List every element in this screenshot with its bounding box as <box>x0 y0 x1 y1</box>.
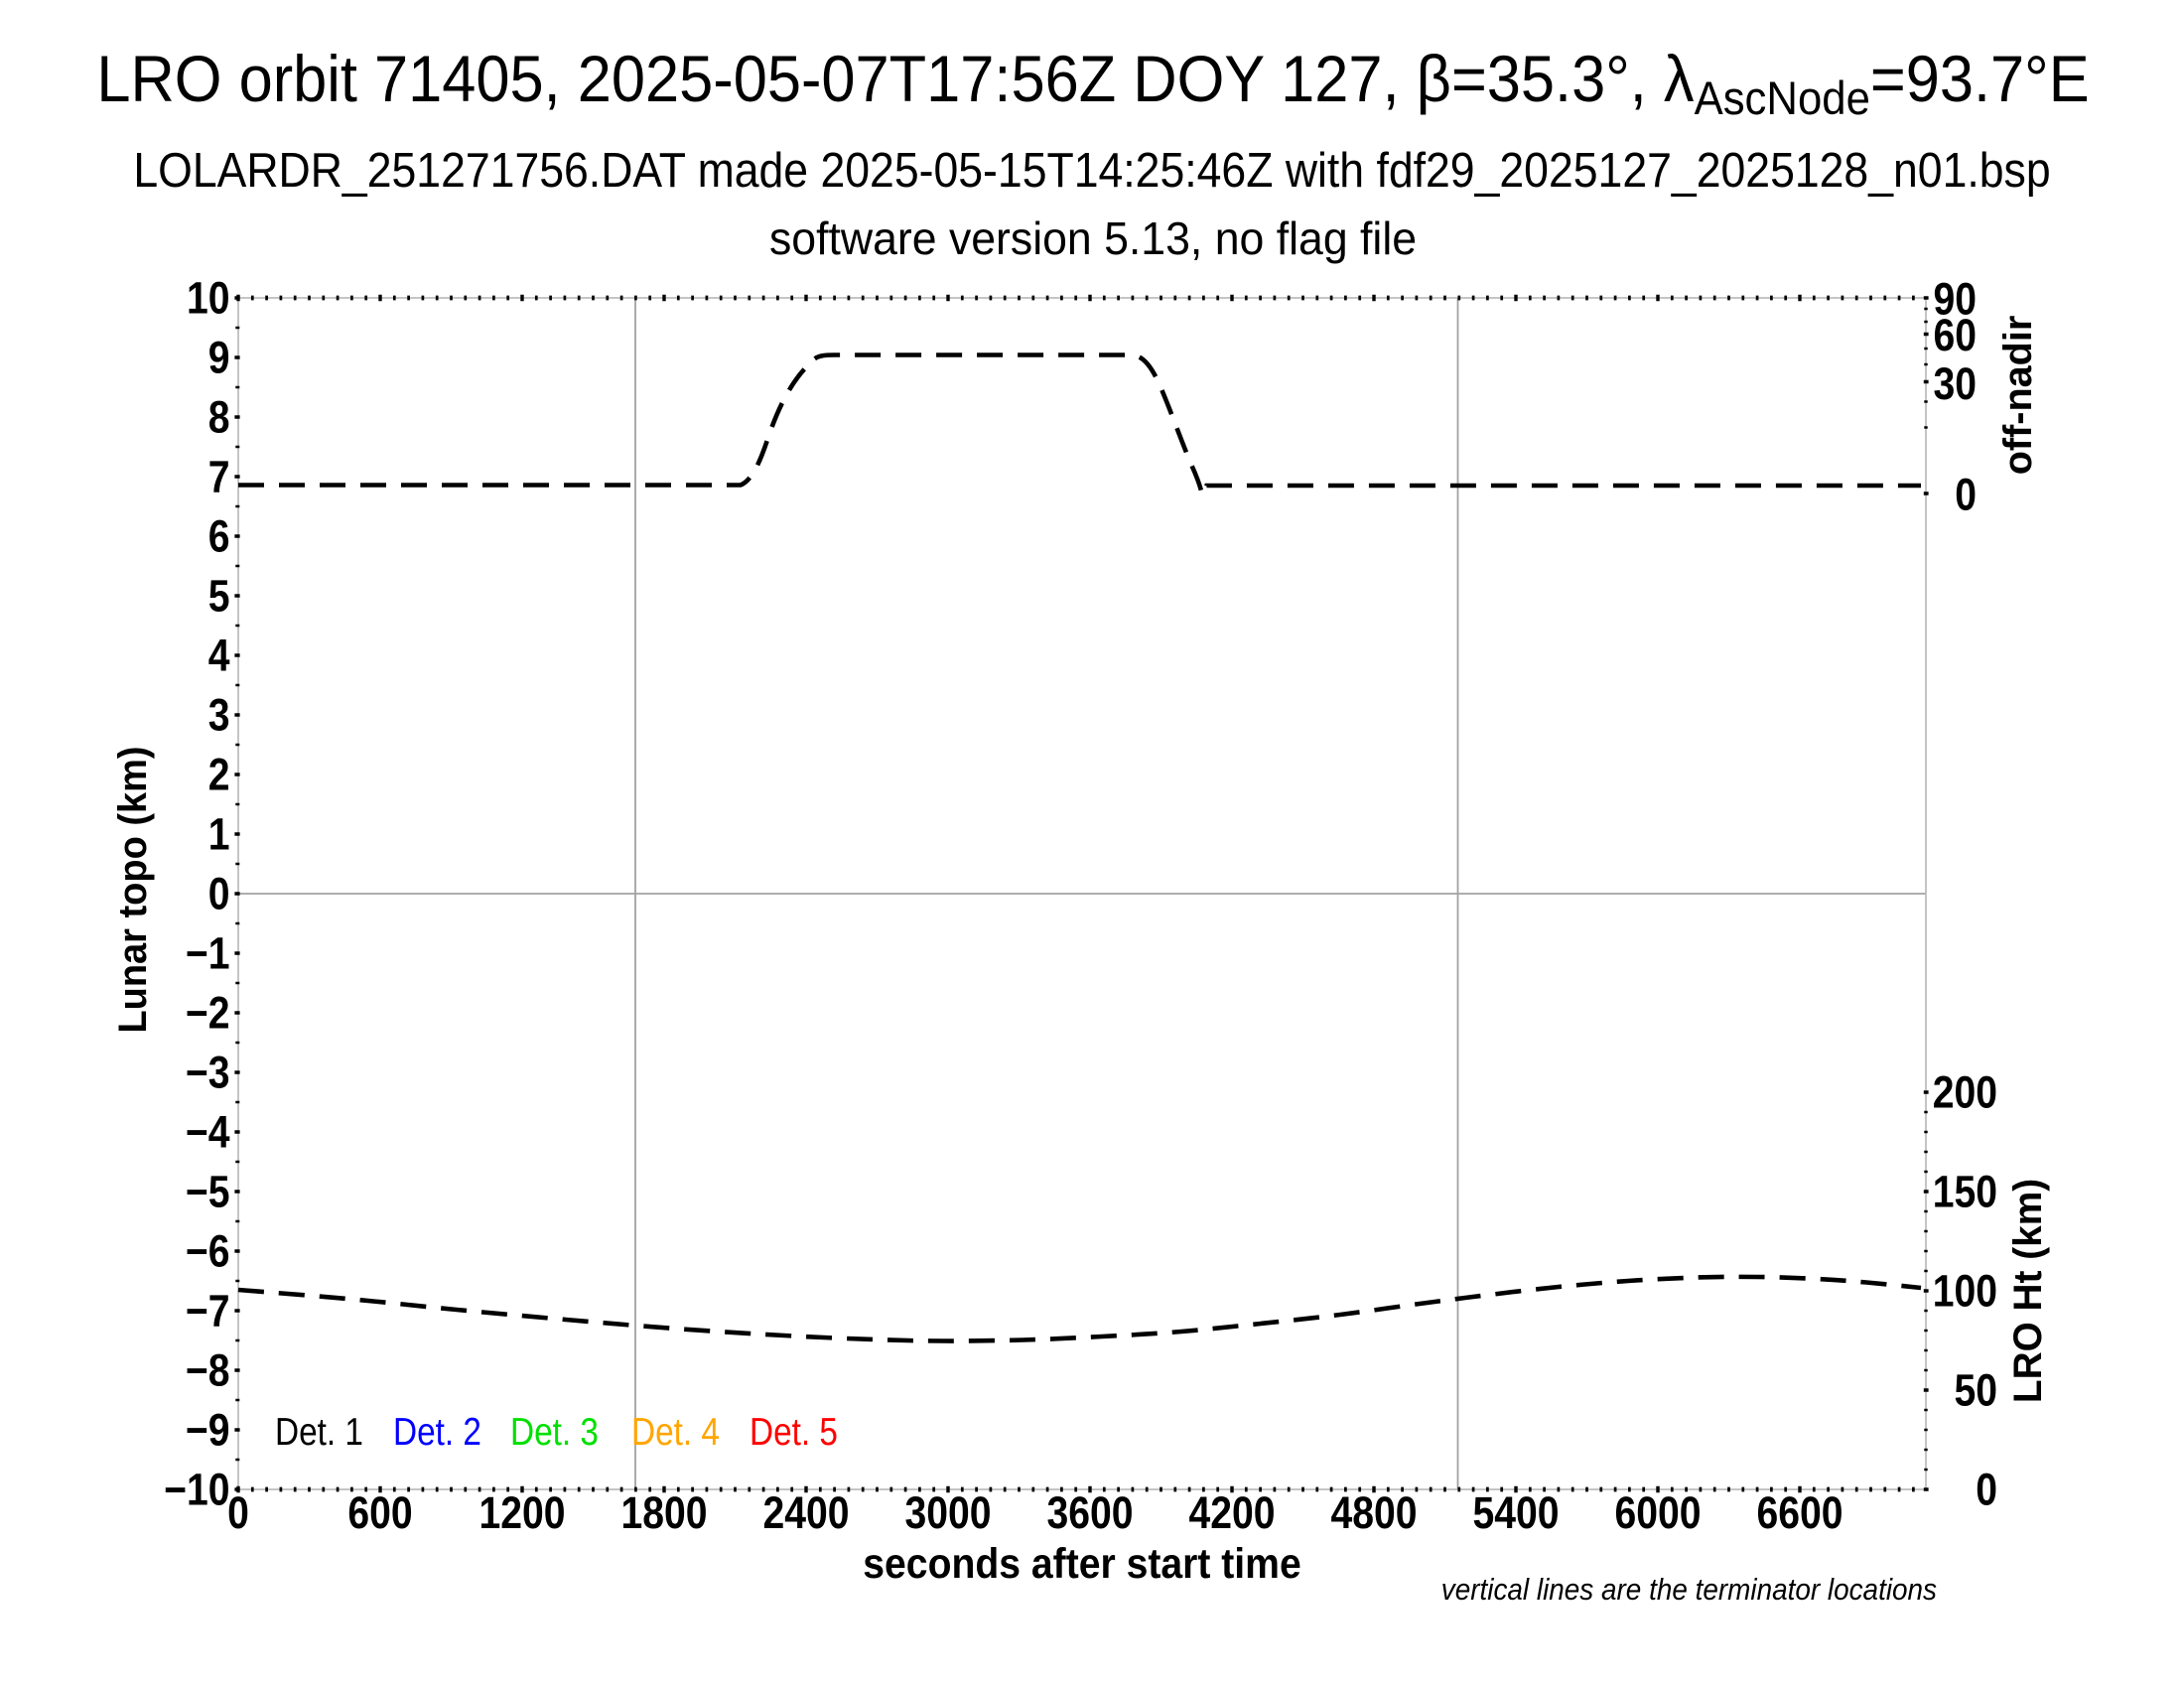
svg-text:−2: −2 <box>186 988 230 1038</box>
svg-text:90: 90 <box>1933 274 1977 324</box>
svg-text:Det. 1: Det. 1 <box>275 1410 363 1454</box>
svg-text:6: 6 <box>208 511 230 561</box>
svg-text:4800: 4800 <box>1330 1487 1417 1537</box>
svg-text:0: 0 <box>208 869 230 918</box>
svg-text:6600: 6600 <box>1756 1487 1843 1537</box>
svg-text:7: 7 <box>208 452 230 501</box>
svg-text:50: 50 <box>1954 1365 1997 1415</box>
svg-text:60: 60 <box>1933 310 1977 359</box>
svg-text:LRO orbit 71405, 2025-05-07T17: LRO orbit 71405, 2025-05-07T17:56Z DOY 1… <box>96 42 2089 124</box>
svg-text:−7: −7 <box>186 1286 230 1336</box>
svg-text:4200: 4200 <box>1188 1487 1275 1537</box>
svg-text:200: 200 <box>1933 1067 1997 1117</box>
svg-text:LOLARDR_251271756.DAT made 202: LOLARDR_251271756.DAT made 2025-05-15T14… <box>133 143 2050 197</box>
svg-text:Det. 4: Det. 4 <box>631 1410 720 1454</box>
svg-text:3000: 3000 <box>904 1487 991 1537</box>
svg-text:Det. 5: Det. 5 <box>750 1410 838 1454</box>
svg-text:vertical lines are the termina: vertical lines are the terminator locati… <box>1441 1573 1937 1608</box>
svg-text:3600: 3600 <box>1046 1487 1133 1537</box>
svg-text:2400: 2400 <box>762 1487 849 1537</box>
svg-text:0: 0 <box>227 1487 249 1537</box>
svg-text:−1: −1 <box>186 928 230 978</box>
svg-text:off-nadir: off-nadir <box>1996 316 2040 476</box>
svg-text:seconds after start time: seconds after start time <box>863 1539 1300 1587</box>
svg-text:8: 8 <box>208 392 230 442</box>
svg-text:1: 1 <box>208 809 230 859</box>
svg-text:4: 4 <box>208 631 230 680</box>
svg-text:30: 30 <box>1933 358 1977 408</box>
svg-text:−4: −4 <box>186 1107 230 1157</box>
svg-text:Det. 2: Det. 2 <box>393 1410 481 1454</box>
svg-text:10: 10 <box>187 273 230 323</box>
svg-text:600: 600 <box>347 1487 412 1537</box>
svg-text:5: 5 <box>208 571 230 621</box>
svg-text:−5: −5 <box>186 1167 230 1216</box>
svg-text:1200: 1200 <box>478 1487 565 1537</box>
svg-text:LRO Ht (km): LRO Ht (km) <box>2005 1179 2050 1403</box>
svg-text:3: 3 <box>208 690 230 740</box>
svg-text:−8: −8 <box>186 1345 230 1395</box>
svg-text:Det. 3: Det. 3 <box>510 1410 599 1454</box>
svg-text:1800: 1800 <box>620 1487 707 1537</box>
svg-text:5400: 5400 <box>1472 1487 1559 1537</box>
svg-text:9: 9 <box>208 333 230 382</box>
svg-text:2: 2 <box>208 750 230 799</box>
svg-text:−6: −6 <box>186 1226 230 1276</box>
svg-text:100: 100 <box>1933 1266 1997 1316</box>
svg-text:0: 0 <box>1955 470 1977 519</box>
svg-text:−9: −9 <box>186 1405 230 1455</box>
svg-text:6000: 6000 <box>1614 1487 1701 1537</box>
svg-text:−3: −3 <box>186 1048 230 1097</box>
svg-text:0: 0 <box>1976 1465 1997 1514</box>
svg-text:software version 5.13, no flag: software version 5.13, no flag file <box>769 212 1417 264</box>
svg-text:150: 150 <box>1933 1167 1997 1216</box>
svg-text:Lunar topo (km): Lunar topo (km) <box>111 746 155 1033</box>
svg-text:−10: −10 <box>164 1465 229 1514</box>
